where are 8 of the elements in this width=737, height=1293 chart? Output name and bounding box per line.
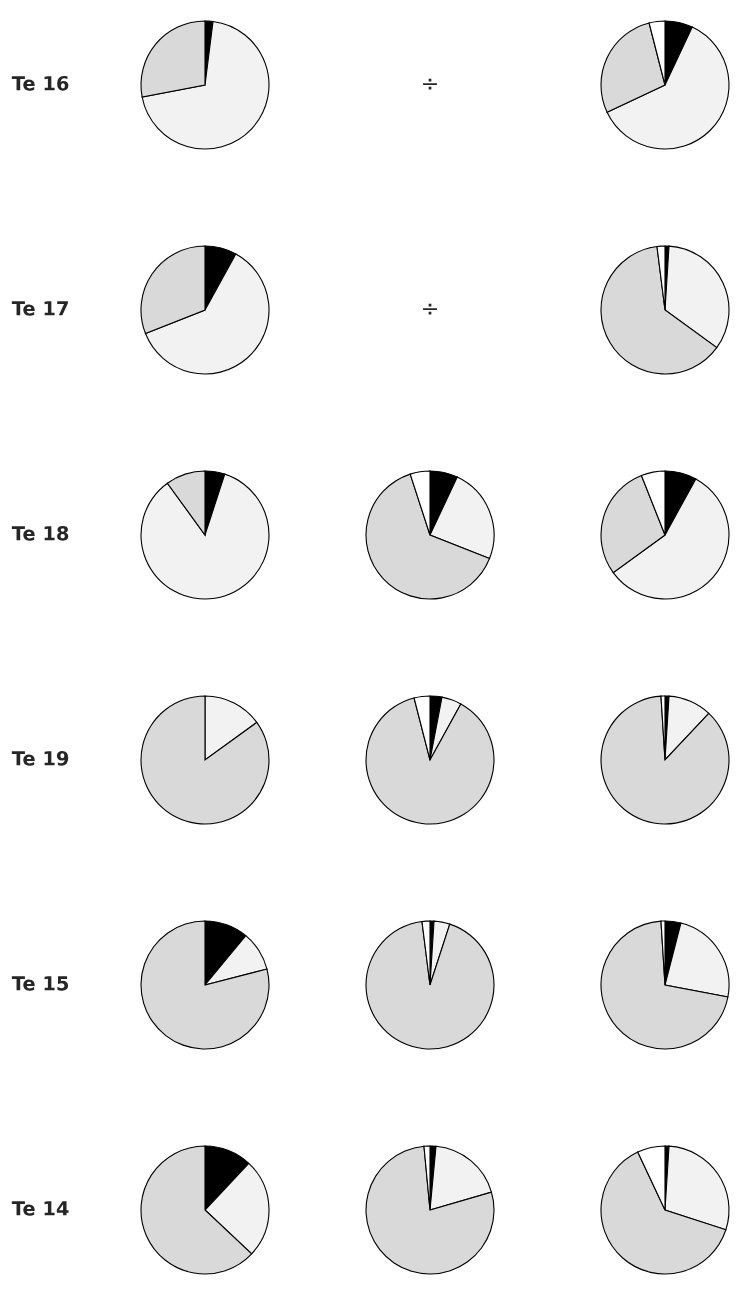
- text: ÷: [423, 303, 437, 315]
- text: Te 17: [11, 301, 68, 316]
- text: Te 14: [11, 1201, 69, 1216]
- text: Te 18: [11, 525, 69, 541]
- text: ÷: [423, 78, 437, 90]
- text: Te 15: [11, 976, 69, 991]
- text: Te 19: [11, 750, 69, 766]
- text: Te 16: [11, 75, 69, 91]
